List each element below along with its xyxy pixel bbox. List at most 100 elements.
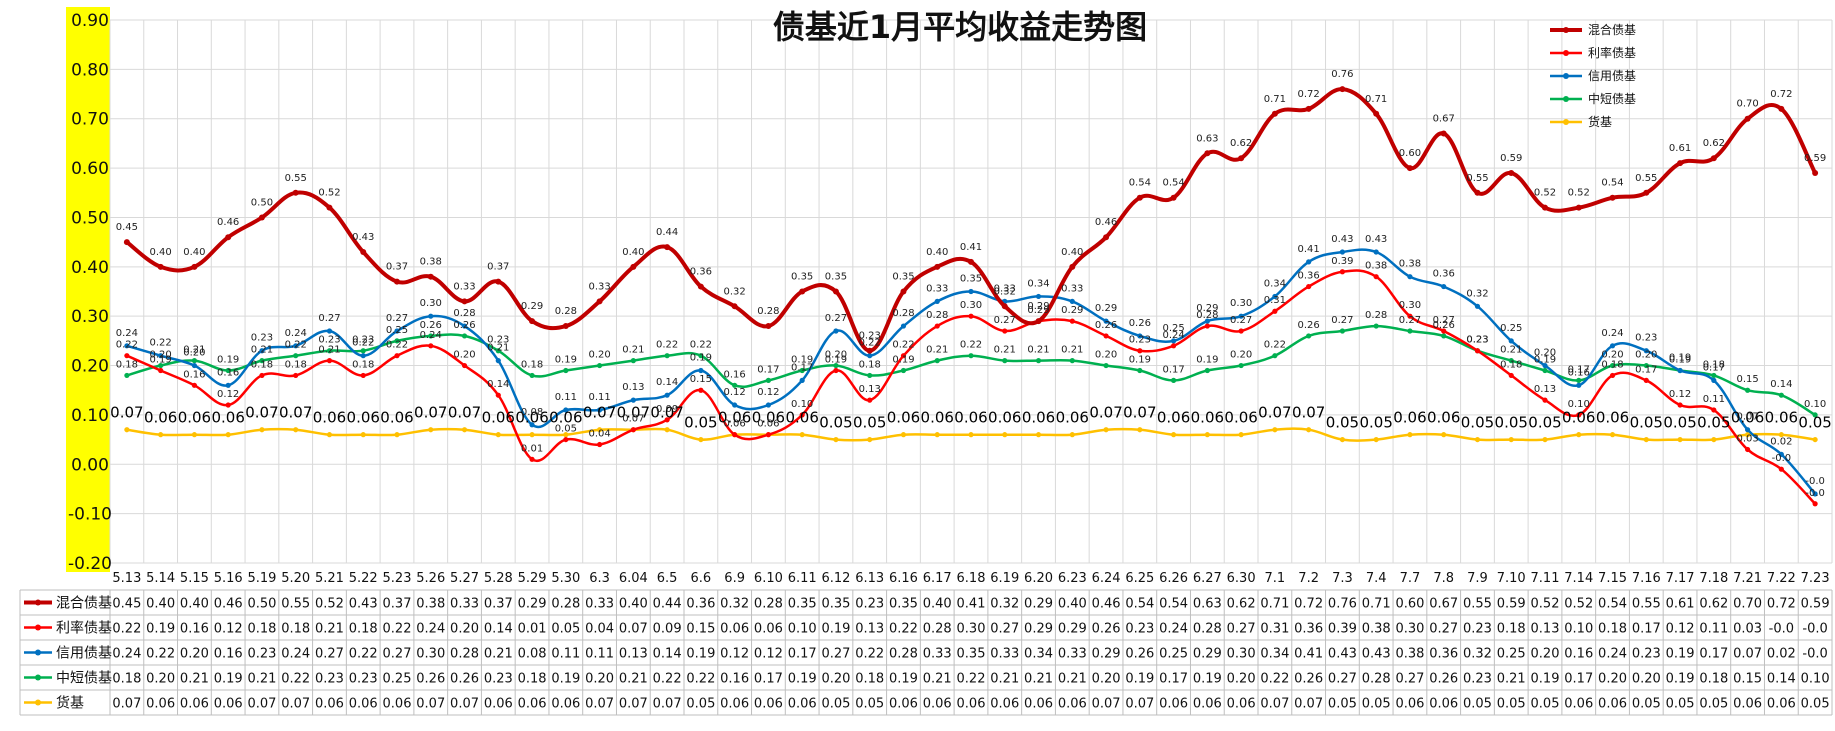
x-tick-label: 6.13 — [855, 571, 884, 586]
data-point — [1643, 189, 1650, 196]
data-table: 混合债基 0.45 0.40 0.40 0.46 0.50 0.55 0.52 0.43 0.37… — [19, 589, 1833, 716]
data-point — [428, 343, 434, 349]
x-tick-label: 5.21 — [315, 571, 344, 586]
data-label: 0.06 — [313, 409, 346, 427]
data-point — [1744, 115, 1751, 122]
table-cell: 0.29 — [1092, 647, 1121, 662]
data-label: 0.05 — [1663, 414, 1696, 432]
table-cell: 0.06 — [1024, 697, 1053, 712]
data-label: 0.07 — [1736, 412, 1758, 423]
data-label: 0.33 — [994, 283, 1016, 294]
table-cell: 0.20 — [450, 622, 479, 637]
table-cell: 0.15 — [686, 622, 715, 637]
data-label: 0.22 — [150, 338, 172, 349]
data-label: 0.54 — [1601, 178, 1623, 189]
data-label: 0.54 — [1129, 178, 1151, 189]
table-cell: 0.46 — [1092, 597, 1121, 612]
table-cell: 0.06 — [720, 697, 749, 712]
data-point — [157, 263, 164, 270]
data-label: 0.22 — [386, 340, 408, 351]
data-point — [225, 402, 231, 408]
table-cell: 0.06 — [484, 697, 513, 712]
data-label: 0.11 — [1703, 394, 1725, 405]
table-cell: 0.17 — [1159, 672, 1188, 687]
data-point — [968, 353, 974, 359]
data-label: 0.28 — [555, 306, 577, 317]
table-cell: 0.12 — [720, 647, 749, 662]
table-cell: 0.29 — [1024, 597, 1053, 612]
data-label: 0.62 — [1703, 138, 1725, 149]
data-label: 0.06 — [380, 409, 413, 427]
data-point — [1677, 160, 1684, 167]
table-cell: 0.06 — [1159, 697, 1188, 712]
table-cell: 0.22 — [146, 647, 175, 662]
data-point — [461, 298, 468, 305]
table-cell: 0.52 — [315, 597, 344, 612]
x-tick-label: 6.11 — [788, 571, 817, 586]
data-label: 0.17 — [1568, 364, 1590, 375]
table-cell: 0.23 — [484, 672, 513, 687]
data-point — [191, 432, 198, 438]
table-cell: 0.29 — [1058, 622, 1087, 637]
table-row-name: 货基 — [56, 695, 84, 712]
data-point — [563, 407, 569, 413]
data-label: 0.22 — [1264, 340, 1286, 351]
data-point — [394, 328, 400, 334]
data-point — [1373, 110, 1380, 117]
table-cell: 0.18 — [281, 622, 310, 637]
data-point — [1576, 377, 1582, 383]
table-cell: 0.21 — [1497, 672, 1526, 687]
data-label: 0.29 — [1061, 305, 1083, 316]
data-point — [326, 328, 333, 334]
table-cell: 0.07 — [619, 697, 648, 712]
table-cell: 0.71 — [1260, 597, 1289, 612]
table-cell: 0.03 — [1733, 622, 1762, 637]
table-cell: 0.54 — [1159, 597, 1188, 612]
data-point — [1339, 249, 1346, 255]
data-label: 0.29 — [1027, 301, 1049, 312]
table-cell: 0.20 — [585, 672, 614, 687]
data-label: 0.26 — [1433, 320, 1455, 331]
table-cell: 0.06 — [1733, 697, 1762, 712]
x-tick-label: 7.14 — [1564, 571, 1593, 586]
data-point — [1576, 412, 1582, 418]
data-point — [1306, 259, 1312, 265]
table-cell: 0.36 — [686, 597, 715, 612]
table-cell: 0.23 — [1463, 672, 1492, 687]
table-cell: 0.06 — [1227, 697, 1256, 712]
table-cell: 0.06 — [551, 697, 580, 712]
data-label: 0.06 — [921, 409, 954, 427]
data-point — [259, 372, 265, 379]
y-axis-band — [66, 7, 110, 572]
x-tick-label: 6.9 — [724, 571, 745, 586]
data-label: 0.40 — [150, 247, 172, 258]
data-label: 0.29 — [1027, 305, 1049, 316]
x-tick-label: 6.3 — [589, 571, 610, 586]
table-cell: 0.05 — [551, 622, 580, 637]
data-point — [664, 427, 670, 433]
data-point — [867, 372, 873, 379]
data-label: 0.18 — [251, 359, 273, 370]
data-label: 0.23 — [1466, 335, 1488, 346]
table-cell: 0.06 — [889, 697, 918, 712]
table-cell: 0.31 — [1260, 622, 1289, 637]
data-point — [698, 353, 704, 359]
data-point — [799, 412, 805, 418]
data-point — [900, 432, 907, 438]
data-point — [124, 427, 130, 433]
data-point — [394, 353, 400, 359]
x-tick-label: 7.1 — [1265, 571, 1286, 586]
table-legend-marker — [35, 699, 41, 706]
table-cell: 0.19 — [214, 672, 243, 687]
data-label: 0.29 — [1095, 303, 1117, 314]
data-label: 0.06 — [549, 409, 582, 427]
x-tick-label: 5.13 — [112, 571, 141, 586]
data-point — [934, 323, 940, 329]
data-label: 0.50 — [251, 197, 273, 208]
data-point — [394, 432, 400, 438]
data-point — [1272, 353, 1278, 359]
data-point — [1103, 234, 1110, 241]
data-point — [1002, 328, 1008, 334]
data-point — [529, 318, 536, 325]
data-point — [833, 436, 839, 443]
